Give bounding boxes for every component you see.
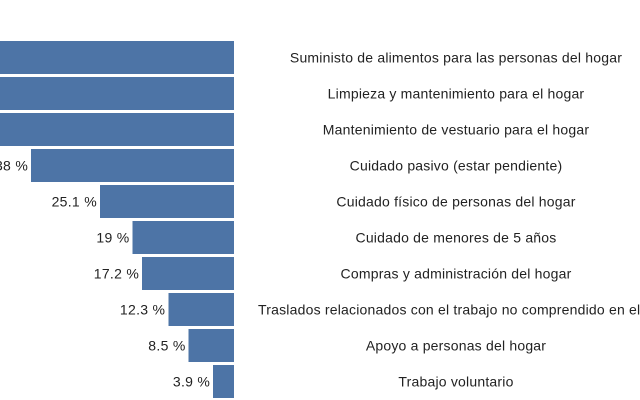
category-label: Traslados relacionados con el trabajo no… <box>258 302 640 318</box>
bars-group <box>0 41 234 398</box>
category-labels-group: Suministo de alimentos para las personas… <box>258 50 640 390</box>
category-label: Suministo de alimentos para las personas… <box>290 50 622 66</box>
bar <box>99 185 234 218</box>
category-label: Mantenimiento de vestuario para el hogar <box>323 122 590 138</box>
bar <box>31 149 234 182</box>
bar-value-label: 19 % <box>96 230 129 246</box>
bar-value-label: 38 % <box>0 158 28 174</box>
bar <box>168 293 234 326</box>
bar-value-label: 25.1 % <box>52 194 97 210</box>
bar <box>142 257 234 290</box>
bar <box>188 329 234 362</box>
bar-value-label: 8.5 % <box>148 338 185 354</box>
bar <box>132 221 234 254</box>
category-label: Cuidado físico de personas del hogar <box>336 194 575 210</box>
bar-value-label: 17.2 % <box>94 266 139 282</box>
value-labels-group: 38 % 25.1 % 19 % 17.2 % 12.3 % 8.5 % 3.9 % <box>0 158 210 390</box>
category-label: Cuidado de menores de 5 años <box>356 230 557 246</box>
category-label: Trabajo voluntario <box>398 374 513 390</box>
bar-value-label: 3.9 % <box>173 374 210 390</box>
bar-value-label: 12.3 % <box>120 302 165 318</box>
bar <box>0 113 234 146</box>
category-label: Apoyo a personas del hogar <box>366 338 546 354</box>
category-label: Compras y administración del hogar <box>341 266 572 282</box>
category-label: Limpieza y mantenimiento para el hogar <box>328 86 585 102</box>
bar <box>0 77 234 110</box>
bar <box>0 41 234 74</box>
bar <box>213 365 234 398</box>
category-label: Cuidado pasivo (estar pendiente) <box>350 158 563 174</box>
